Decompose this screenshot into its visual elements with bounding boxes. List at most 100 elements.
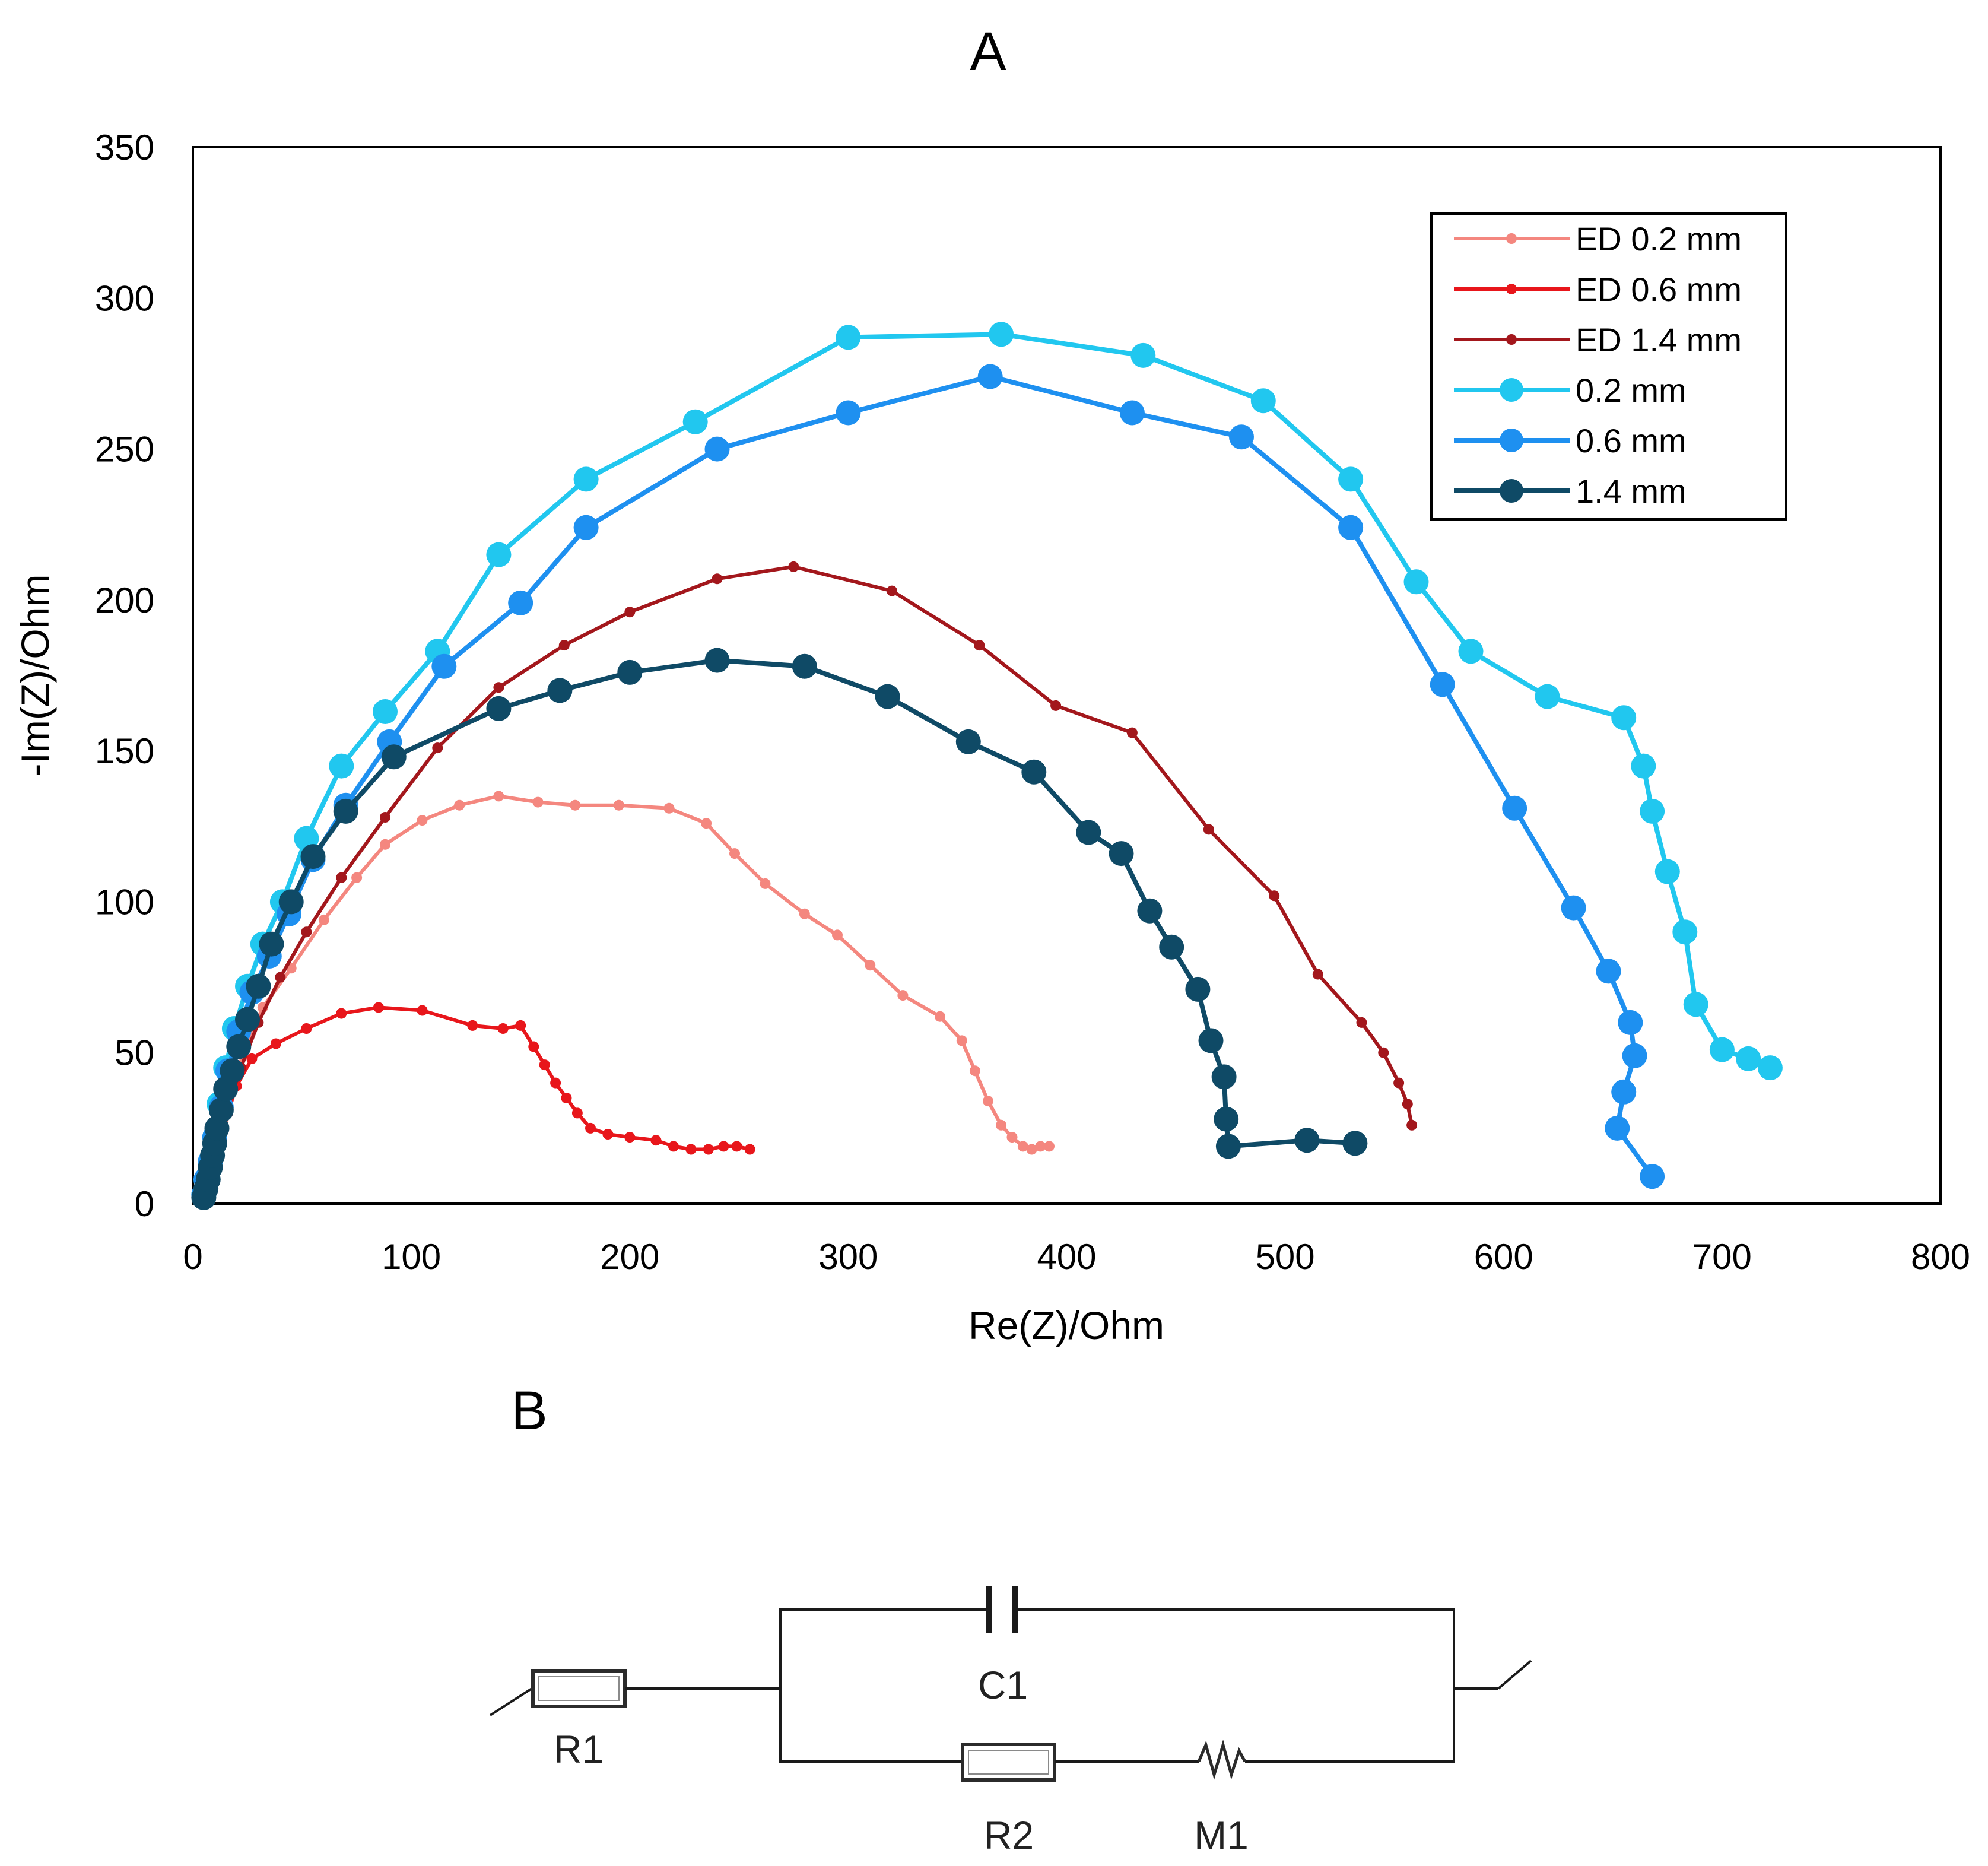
data-point (792, 653, 817, 679)
data-point (799, 908, 810, 919)
c1-label: C1 (978, 1663, 1028, 1707)
legend-box (1430, 212, 1787, 521)
data-point (432, 742, 443, 754)
legend-entries: ED 0.2 mm ED 0.6 mm ED 1.4 mm 0.2 mm 0.6 mm 1… (1454, 220, 1742, 510)
x-tick-label: 0 (183, 1237, 202, 1277)
data-point (570, 799, 581, 811)
data-point (246, 1053, 258, 1064)
data-point (617, 659, 643, 685)
data-point (1605, 1115, 1630, 1141)
data-point (1185, 976, 1211, 1002)
data-point (1535, 684, 1560, 709)
data-point (1561, 895, 1586, 921)
data-point (836, 325, 861, 350)
data-point (624, 1132, 636, 1143)
x-axis-title: Re(Z)/Ohm (968, 1303, 1164, 1347)
data-point (1126, 727, 1138, 738)
y-axis-title: -Im(Z)/Ohm (13, 575, 57, 777)
r1-label: R1 (554, 1727, 604, 1771)
data-point (1215, 1134, 1241, 1159)
legend-marker (1500, 429, 1523, 452)
data-point (1017, 1141, 1028, 1152)
y-tick-label: 150 (95, 731, 154, 771)
data-point (1342, 1131, 1368, 1156)
x-tick-label: 800 (1911, 1237, 1970, 1277)
data-point (515, 1020, 526, 1031)
data-point (226, 1034, 252, 1059)
data-point (1198, 1028, 1224, 1053)
data-point (703, 1144, 714, 1155)
r1-resistor-inner (538, 1676, 620, 1701)
legend-entry: ED 0.6 mm (1454, 271, 1742, 308)
legend-entry: 0.2 mm (1454, 372, 1687, 409)
data-point (935, 1011, 945, 1022)
data-point (1076, 820, 1101, 845)
data-point (467, 1020, 478, 1031)
y-tick-label: 100 (95, 882, 154, 922)
data-point (983, 1096, 993, 1107)
data-point (602, 1129, 614, 1140)
legend-label: 0.2 mm (1576, 372, 1687, 409)
data-point (1026, 1144, 1037, 1155)
x-tick-label: 400 (1037, 1237, 1096, 1277)
data-point (550, 1077, 561, 1088)
legend-label: 1.4 mm (1576, 472, 1687, 510)
legend-entry: ED 1.4 mm (1454, 321, 1742, 358)
data-point (832, 929, 843, 941)
data-point (977, 364, 1003, 389)
data-point (1338, 515, 1364, 540)
data-point (875, 684, 900, 709)
data-point (1611, 1079, 1637, 1105)
data-point (373, 1002, 384, 1013)
r2-label: R2 (984, 1813, 1034, 1857)
data-point (668, 1141, 679, 1152)
data-point (336, 1008, 347, 1019)
data-point (650, 1135, 662, 1146)
data-point (1622, 1043, 1647, 1068)
data-point (1393, 1077, 1405, 1088)
data-point (956, 1035, 967, 1046)
data-point (1137, 898, 1163, 924)
data-point (1596, 959, 1621, 984)
legend-entry: 0.6 mm (1454, 422, 1687, 459)
data-point (1378, 1047, 1389, 1058)
data-point (381, 744, 407, 770)
data-point (1430, 672, 1455, 697)
data-point (1130, 342, 1156, 368)
data-point (585, 1122, 596, 1134)
y-tick-label: 350 (95, 128, 154, 167)
data-point (887, 585, 897, 596)
data-point (380, 812, 390, 823)
x-tick-label: 300 (818, 1237, 878, 1277)
y-tick-label: 250 (95, 430, 154, 469)
legend-label: 0.6 mm (1576, 422, 1687, 459)
data-point (701, 818, 712, 829)
data-point (1403, 569, 1429, 595)
data-point (1250, 388, 1276, 414)
data-point (969, 1065, 980, 1077)
data-point (1502, 795, 1527, 821)
series-1-4-mm (191, 648, 1368, 1210)
data-point (1312, 969, 1323, 980)
panel-b-label: B (511, 1381, 547, 1441)
data-point (561, 1093, 572, 1103)
data-point (1035, 1141, 1046, 1152)
data-point (1654, 859, 1680, 884)
data-point (1757, 1055, 1783, 1081)
data-point (486, 696, 512, 721)
data-point (989, 322, 1014, 347)
legend-entry: 1.4 mm (1454, 472, 1687, 510)
data-point (1611, 705, 1637, 731)
data-point (301, 1023, 312, 1034)
data-point (528, 1041, 539, 1052)
data-point (760, 878, 771, 889)
data-point (486, 542, 512, 567)
data-point (235, 1007, 260, 1032)
data-point (558, 640, 570, 651)
data-point (744, 1144, 755, 1155)
lead-left (489, 1687, 533, 1716)
data-point (508, 590, 533, 615)
data-point (1356, 1017, 1367, 1028)
data-point (270, 1038, 281, 1049)
